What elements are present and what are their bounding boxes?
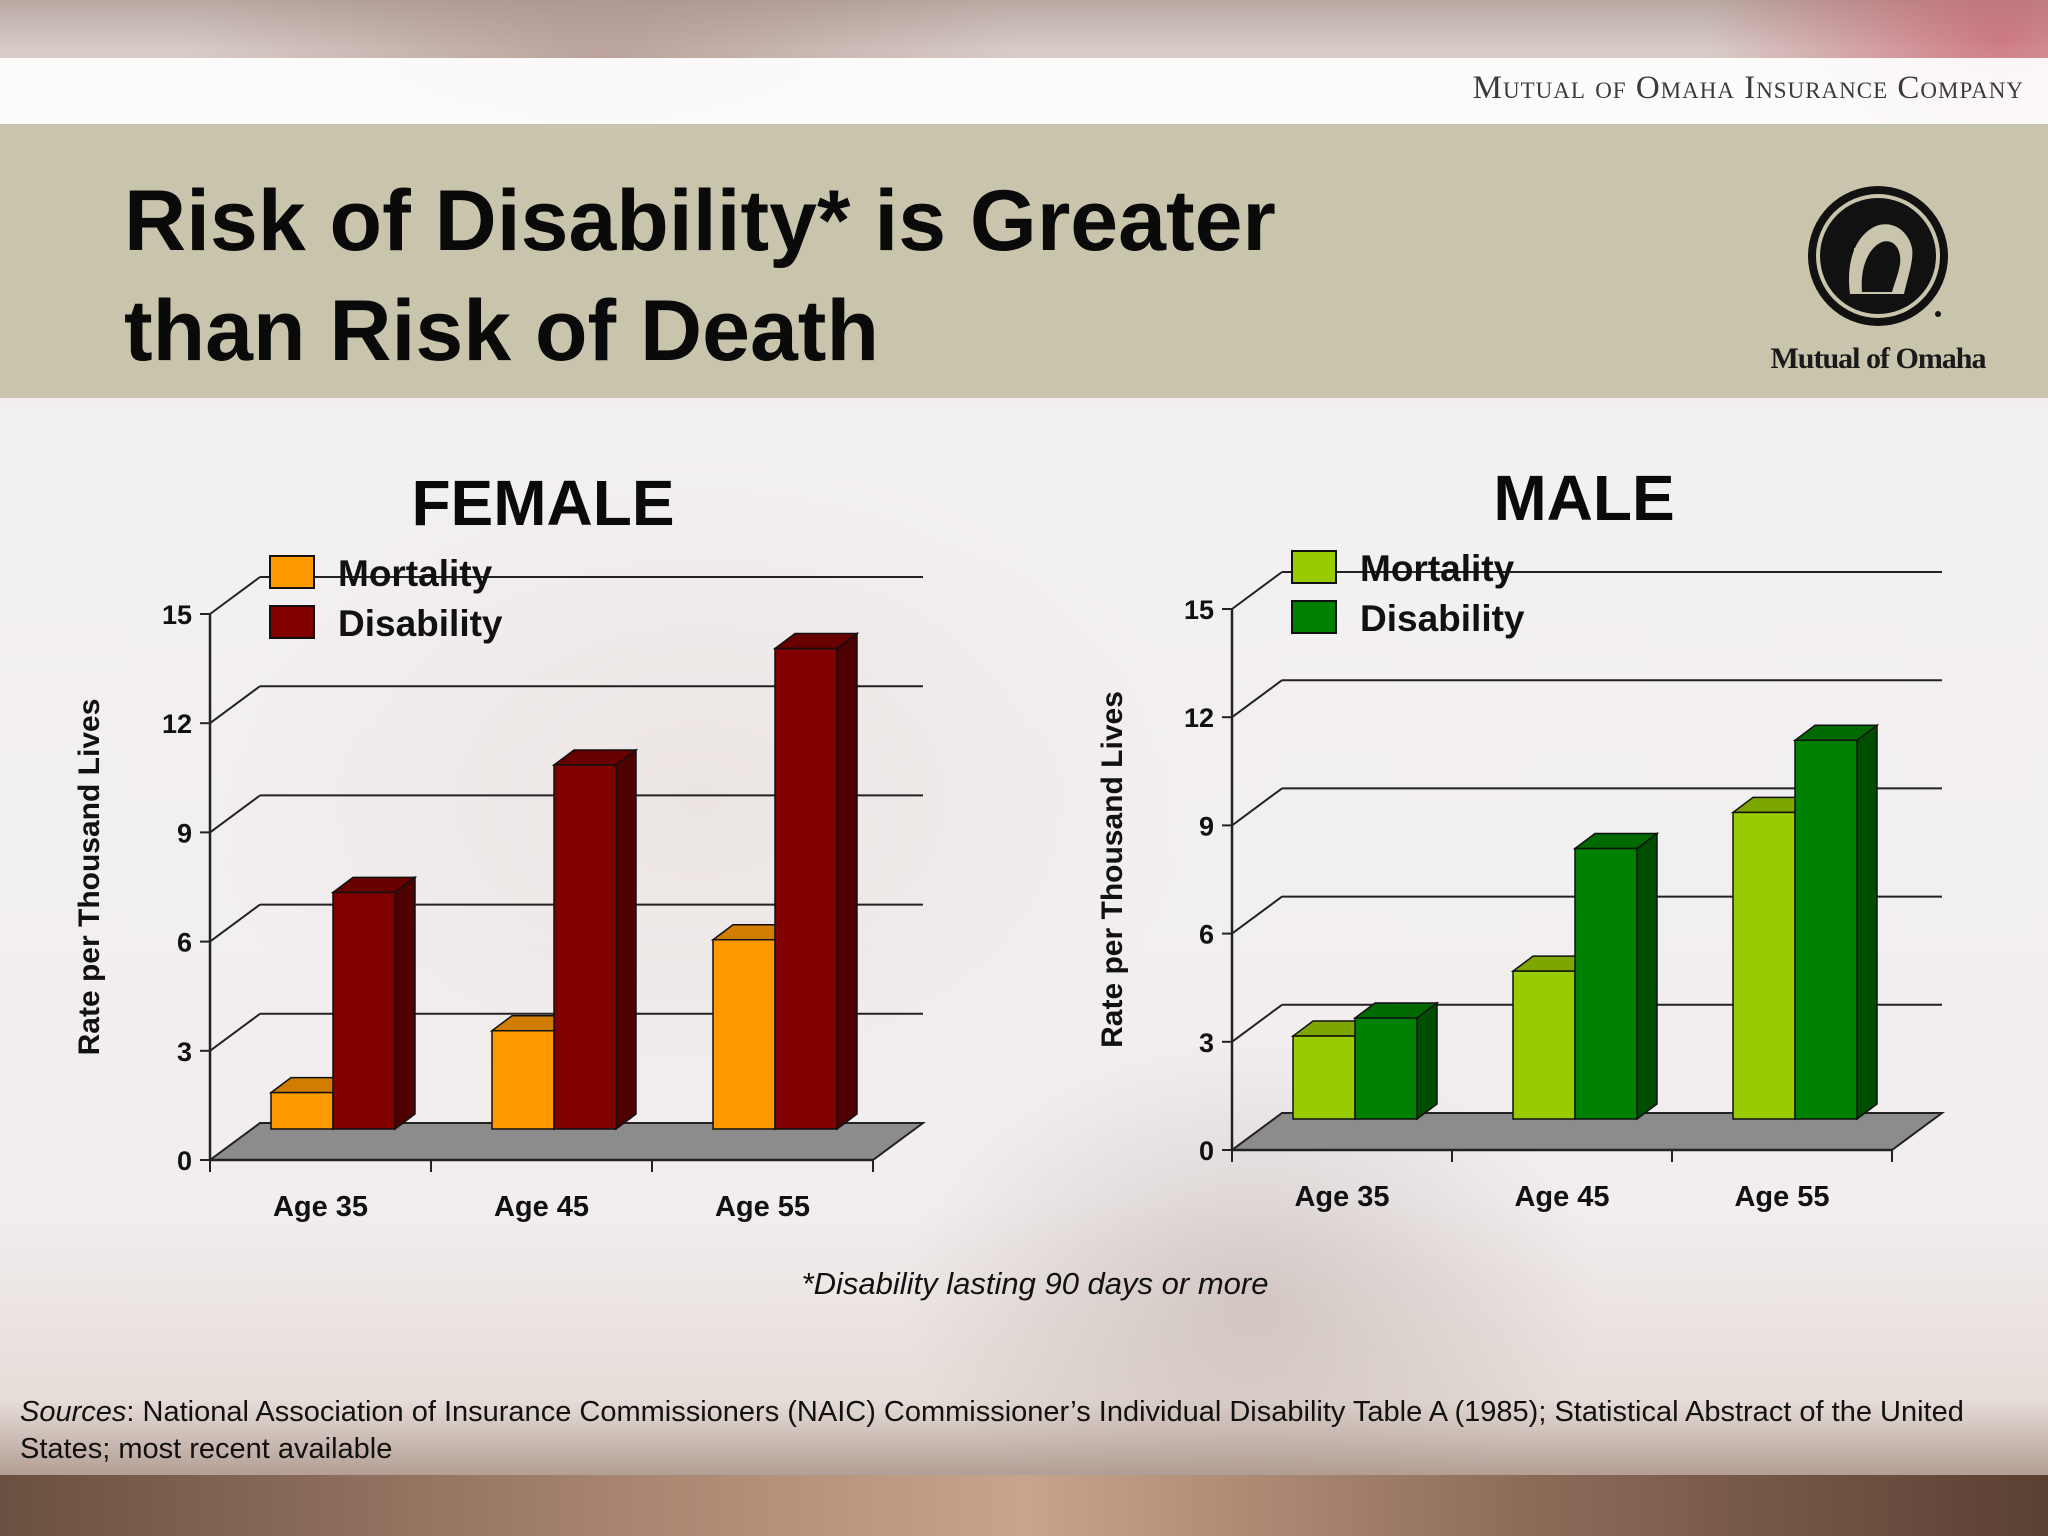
page-title: Risk of Disability* is Greater than Risk… xyxy=(124,173,1276,379)
bar-mortality xyxy=(712,938,776,1130)
bottom-photo-band xyxy=(0,1475,2048,1536)
gridline-diagonal xyxy=(1231,787,1283,827)
bar-disability xyxy=(332,891,396,1130)
legend-swatch xyxy=(269,605,315,639)
x-tick-label: Age 55 xyxy=(1734,1181,1829,1213)
gridline-diagonal xyxy=(209,794,261,834)
bar-disability xyxy=(1354,1017,1418,1120)
x-tick-label: Age 35 xyxy=(273,1191,368,1223)
title-band: Risk of Disability* is Greater than Risk… xyxy=(0,124,2048,398)
company-logo: Mutual of Omaha xyxy=(1758,164,1998,375)
legend-label: Mortality xyxy=(1360,548,1515,589)
y-tick-label: 9 xyxy=(177,818,192,848)
bar-disability xyxy=(553,764,617,1130)
male-chart: MALE Rate per Thousand Lives 0 3 6 9 12 15 Age 3… xyxy=(1096,462,1946,1213)
bar-mortality xyxy=(1512,970,1576,1120)
logo-wordmark: Mutual of Omaha xyxy=(1770,342,1986,375)
gridline-diagonal xyxy=(1231,571,1283,610)
indian-head-logo-icon xyxy=(1808,186,1948,326)
y-tick-label: 15 xyxy=(162,600,192,630)
sources-text: : National Association of Insurance Comm… xyxy=(20,1396,1964,1465)
company-bar: Mutual of Omaha Insurance Company xyxy=(0,58,2048,124)
bar-mortality xyxy=(1292,1035,1356,1120)
gridline-diagonal xyxy=(209,576,261,615)
x-tick-label: Age 45 xyxy=(1514,1181,1609,1213)
y-tick-label: 3 xyxy=(177,1037,192,1067)
bar-disability xyxy=(774,647,838,1130)
legend-label: Disability xyxy=(1360,598,1525,639)
bar-mortality xyxy=(491,1029,555,1130)
y-tick-label: 3 xyxy=(1199,1028,1214,1058)
legend-swatch xyxy=(1291,600,1337,634)
legend-swatch xyxy=(1291,550,1337,584)
bar-side xyxy=(1636,832,1658,1121)
footnote: *Disability lasting 90 days or more xyxy=(801,1266,1269,1301)
gridline-diagonal xyxy=(1231,895,1283,935)
gridline-diagonal xyxy=(1231,1003,1283,1043)
female-chart: FEMALE Rate per Thousand Lives 0 3 6 9 12 15 Age… xyxy=(73,467,927,1223)
y-tick-label: 12 xyxy=(1184,703,1214,733)
bar-disability xyxy=(1794,739,1858,1120)
y-tick-label: 9 xyxy=(1199,811,1214,841)
y-tick-label: 0 xyxy=(1199,1136,1214,1166)
gridline-diagonal xyxy=(209,1012,261,1052)
company-name: Mutual of Omaha Insurance Company xyxy=(1472,70,2024,106)
y-axis-label: Rate per Thousand Lives xyxy=(73,699,106,1056)
gridline-diagonal xyxy=(1231,679,1283,719)
sources-note: Sources: National Association of Insuran… xyxy=(20,1394,2020,1468)
y-tick-label: 12 xyxy=(162,709,192,739)
bar-disability xyxy=(1574,847,1638,1120)
y-axis-label: Rate per Thousand Lives xyxy=(1096,691,1129,1048)
gridline-diagonal xyxy=(209,903,261,943)
bar-mortality xyxy=(1732,811,1796,1120)
x-tick-label: Age 45 xyxy=(494,1191,589,1223)
bar-side xyxy=(836,632,858,1131)
bar-side xyxy=(394,875,416,1131)
legend-swatch xyxy=(269,555,315,589)
x-tick-label: Age 55 xyxy=(715,1191,810,1223)
y-tick-label: 6 xyxy=(1199,920,1214,950)
legend-label: Disability xyxy=(338,603,503,644)
bar-mortality xyxy=(270,1091,334,1130)
chart-title: FEMALE xyxy=(411,467,674,539)
legend-label: Mortality xyxy=(338,553,493,594)
x-tick-label: Age 35 xyxy=(1294,1181,1389,1213)
chart-title: MALE xyxy=(1493,462,1674,534)
bar-side xyxy=(615,748,637,1131)
sources-label: Sources xyxy=(20,1396,127,1428)
bar-side xyxy=(1416,1001,1438,1121)
bar-side xyxy=(1856,723,1878,1121)
y-tick-label: 0 xyxy=(177,1146,192,1176)
y-tick-label: 6 xyxy=(177,928,192,958)
y-tick-label: 15 xyxy=(1184,595,1214,625)
gridline-diagonal xyxy=(209,685,261,725)
